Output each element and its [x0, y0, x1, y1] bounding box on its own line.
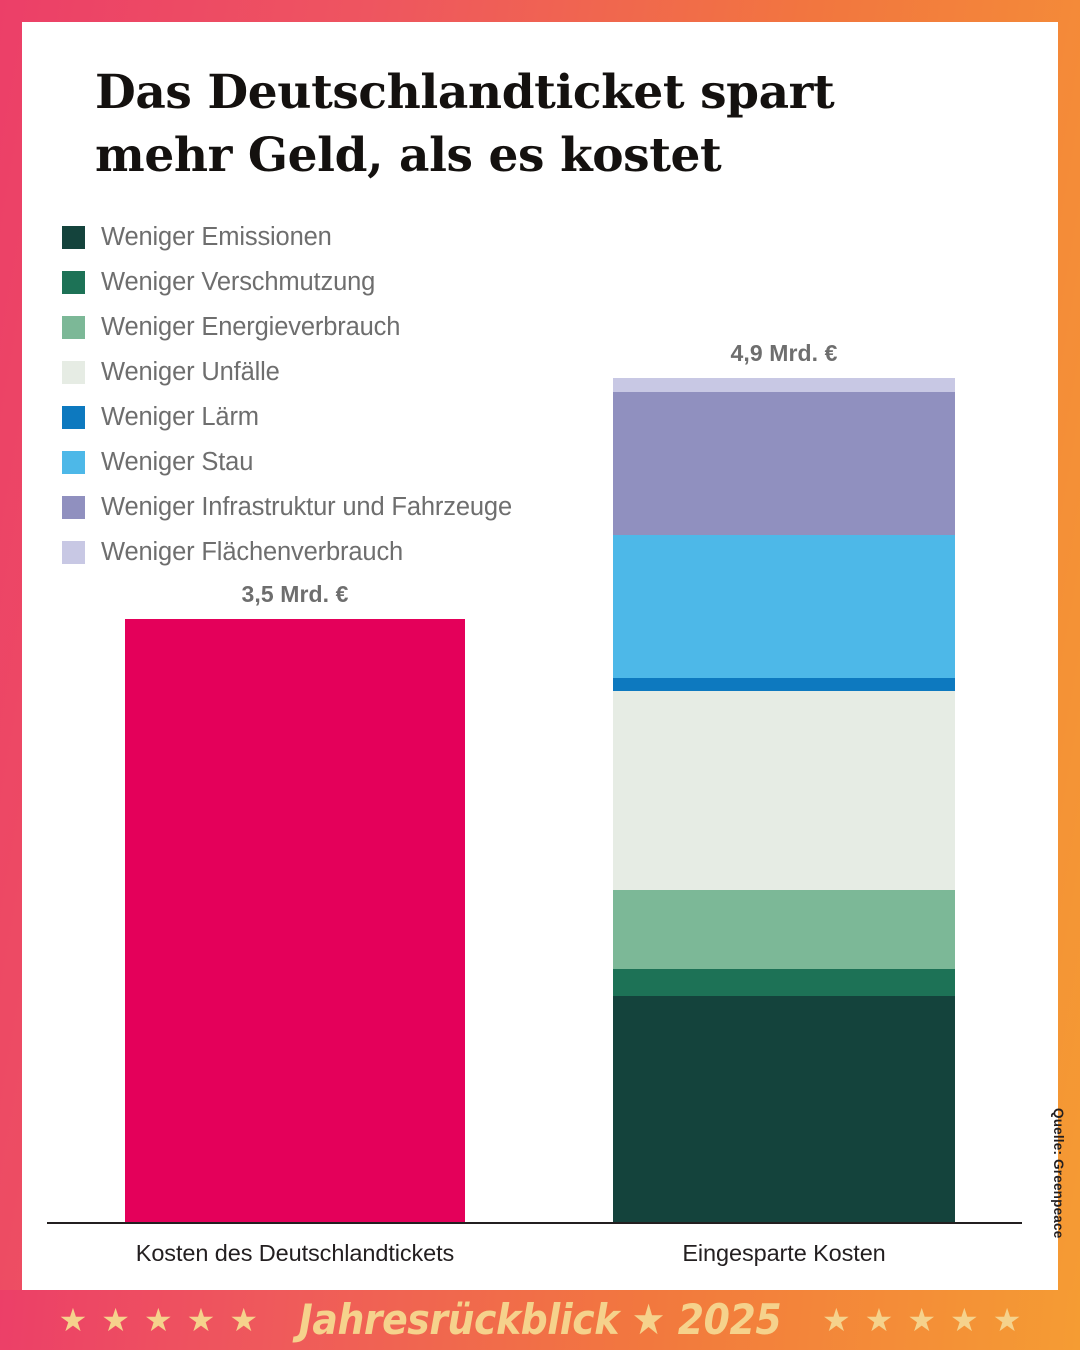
footer-banner: ★ ★ ★ ★ ★ Jahresrückblick ★ 2025 ★ ★ ★ ★ ★: [0, 1290, 1080, 1350]
bar-2[interactable]: [613, 378, 955, 1222]
star-icon: ★: [143, 1302, 173, 1338]
star-icon: ★: [907, 1302, 937, 1338]
axis-category-label: Eingesparte Kosten: [682, 1240, 886, 1266]
legend-item-label: Weniger Emissionen: [101, 223, 332, 251]
legend-item-label: Weniger Unfälle: [101, 358, 280, 386]
bar-segment[interactable]: [613, 391, 955, 535]
legend-swatch-icon: [62, 496, 85, 519]
axis-category-label: Kosten des Deutschlandtickets: [135, 1240, 455, 1266]
legend-swatch-icon: [62, 406, 85, 429]
star-icon: ★: [950, 1302, 979, 1338]
star-icon: ★: [229, 1302, 258, 1338]
banner-title: Jahresrückblick ★ 2025: [298, 1295, 782, 1344]
bar-total-label: 4,9 Mrd. €: [730, 340, 838, 366]
star-icon: ★: [101, 1302, 130, 1338]
chart-plot-area: 3,5 Mrd. € 4,9 Mrd. € Kosten des Deutschl…: [22, 22, 1058, 1290]
star-icon: ★: [186, 1302, 216, 1338]
legend-swatch-icon: [62, 541, 85, 564]
bar-1[interactable]: [125, 619, 465, 1222]
bar-segment[interactable]: [613, 677, 955, 692]
legend-item[interactable]: Weniger Infrastruktur und Fahrzeuge: [62, 485, 682, 530]
legend-item-label: Weniger Infrastruktur und Fahrzeuge: [101, 493, 512, 521]
page-title: Das Deutschlandticket spart mehr Geld, a…: [95, 65, 835, 183]
legend-item[interactable]: Weniger Verschmutzung: [62, 260, 682, 305]
legend-item-label: Weniger Verschmutzung: [101, 268, 376, 296]
bar-segment[interactable]: [613, 968, 955, 997]
legend-item-label: Weniger Stau: [101, 448, 254, 476]
star-icon: ★: [821, 1302, 851, 1338]
legend-item[interactable]: Weniger Emissionen: [62, 215, 682, 260]
legend-item-label: Weniger Energieverbrauch: [101, 313, 401, 341]
x-axis-line: [47, 1222, 1022, 1224]
star-icon: ★: [992, 1302, 1022, 1338]
legend-swatch-icon: [62, 271, 85, 294]
chart-card: Das Deutschlandticket spart mehr Geld, a…: [22, 22, 1066, 1290]
legend-swatch-icon: [62, 451, 85, 474]
legend-item[interactable]: Weniger Lärm: [62, 395, 682, 440]
bar-segment[interactable]: [613, 996, 955, 1222]
bar-total-label: 3,5 Mrd. €: [241, 581, 349, 608]
legend-swatch-icon: [62, 316, 85, 339]
star-icon: ★: [864, 1302, 894, 1338]
legend-item-label: Weniger Lärm: [101, 403, 259, 431]
legend-item-label: Weniger Flächenverbrauch: [101, 538, 404, 566]
legend-item[interactable]: Weniger Stau: [62, 440, 682, 485]
chart-legend: Weniger Emissionen Weniger Verschmutzung W…: [62, 215, 682, 575]
source-credit: Quelle: Greenpeace: [1051, 1108, 1066, 1239]
legend-item[interactable]: Weniger Unfälle: [62, 350, 682, 395]
legend-swatch-icon: [62, 226, 85, 249]
bar-segment[interactable]: [613, 691, 955, 890]
bar-segment[interactable]: [613, 378, 955, 392]
bar-segment[interactable]: [613, 889, 955, 969]
legend-swatch-icon: [62, 361, 85, 384]
legend-item[interactable]: Weniger Flächenverbrauch: [62, 530, 682, 575]
bar-segment[interactable]: [125, 619, 465, 1222]
legend-item[interactable]: Weniger Energieverbrauch: [62, 305, 682, 350]
star-icon: ★: [58, 1302, 88, 1338]
bar-segment[interactable]: [613, 534, 955, 678]
